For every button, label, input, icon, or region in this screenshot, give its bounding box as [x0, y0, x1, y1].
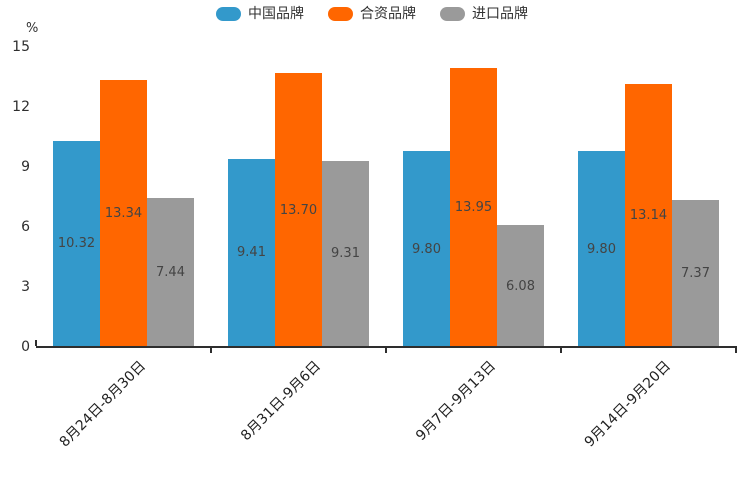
- bar-series-0-group-3[interactable]: 9.80: [578, 151, 625, 347]
- x-axis-label: 8月31日-9月6日: [237, 358, 324, 445]
- bar-series-1-group-2[interactable]: 13.95: [450, 68, 497, 347]
- bar-series-2-group-2[interactable]: 6.08: [497, 225, 544, 347]
- y-tick-label: 15: [12, 39, 30, 55]
- bar-series-1-group-0[interactable]: 13.34: [100, 80, 147, 347]
- bar-value-label: 13.95: [454, 200, 493, 215]
- x-axis-label: 8月24日-8月30日: [56, 358, 149, 451]
- x-axis-tick: [560, 348, 562, 353]
- y-tick-label: 0: [21, 339, 30, 355]
- bar-series-1-group-3[interactable]: 13.14: [625, 84, 672, 347]
- bar-value-label: 7.37: [681, 265, 710, 281]
- bar-series-0-group-2[interactable]: 9.80: [403, 151, 450, 347]
- x-axis-tick: [735, 348, 737, 353]
- legend: 中国品牌 合资品牌 进口品牌: [0, 7, 744, 21]
- legend-item-label: 进口品牌: [472, 6, 528, 22]
- legend-item-2[interactable]: 进口品牌: [440, 7, 528, 21]
- bar-value-label: 6.08: [506, 278, 535, 294]
- bar-value-label: 7.44: [156, 265, 185, 281]
- legend-item-0[interactable]: 中国品牌: [216, 7, 304, 21]
- bar-series-2-group-1[interactable]: 9.31: [322, 160, 369, 347]
- legend-swatch-icon: [440, 7, 465, 21]
- x-axis-label: 9月7日-9月13日: [412, 358, 499, 445]
- legend-swatch-icon: [328, 7, 353, 21]
- x-axis-tick: [35, 340, 37, 346]
- x-axis-line: [36, 346, 737, 348]
- bar-value-label: 9.41: [237, 245, 266, 261]
- legend-swatch-icon: [216, 7, 241, 21]
- bar-series-2-group-3[interactable]: 7.37: [672, 199, 719, 347]
- bar-value-label: 9.31: [331, 246, 360, 262]
- bar-series-2-group-0[interactable]: 7.44: [147, 198, 194, 347]
- bar-series-0-group-0[interactable]: 10.32: [53, 140, 100, 347]
- bar-value-label: 13.14: [629, 208, 668, 224]
- y-tick-label: 3: [21, 279, 30, 295]
- bar-value-label: 10.32: [57, 236, 96, 252]
- bar-series-1-group-1[interactable]: 13.70: [275, 73, 322, 347]
- bar-value-label: 13.34: [104, 206, 143, 222]
- legend-item-label: 中国品牌: [248, 6, 304, 22]
- y-tick-label: 12: [12, 99, 30, 115]
- x-axis-label: 9月14日-9月20日: [581, 358, 674, 451]
- x-axis-tick: [210, 348, 212, 353]
- x-axis-tick: [385, 348, 387, 353]
- y-tick-label: 6: [21, 219, 30, 235]
- legend-item-1[interactable]: 合资品牌: [328, 7, 416, 21]
- bar-value-label: 9.80: [587, 241, 616, 257]
- bar-value-label: 13.70: [279, 202, 318, 218]
- y-axis-unit-label: %: [26, 21, 39, 36]
- bar-value-label: 9.80: [412, 241, 441, 257]
- legend-item-label: 合资品牌: [360, 6, 416, 22]
- bar-series-0-group-1[interactable]: 9.41: [228, 158, 275, 347]
- y-tick-label: 9: [21, 159, 30, 175]
